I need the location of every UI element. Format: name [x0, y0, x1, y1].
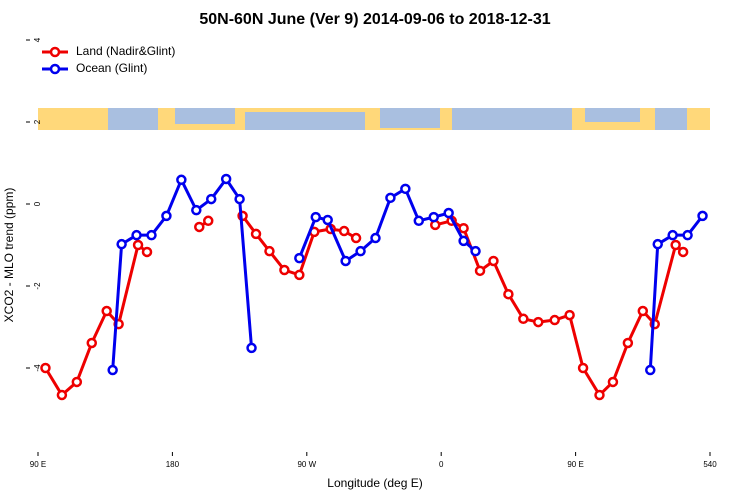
data-point	[670, 239, 681, 251]
data-point	[191, 204, 202, 216]
data-point	[577, 362, 589, 374]
x-tick-label: 90 W	[297, 460, 316, 469]
data-point	[246, 342, 257, 354]
data-point	[607, 376, 619, 388]
legend-marker	[49, 46, 61, 58]
data-point	[294, 269, 305, 281]
legend-label: Ocean (Glint)	[76, 61, 147, 75]
data-point	[71, 376, 83, 388]
map-strip	[38, 108, 710, 130]
data-point	[141, 246, 153, 258]
data-point	[443, 207, 454, 219]
data-point	[503, 288, 514, 300]
data-point	[40, 362, 51, 374]
x-tick-label: 540	[703, 460, 717, 469]
data-point	[176, 174, 187, 186]
series-line	[111, 177, 254, 371]
series-line	[44, 243, 148, 397]
data-point	[413, 215, 425, 227]
data-point	[428, 211, 439, 223]
data-point	[264, 245, 275, 257]
data-point	[338, 225, 350, 237]
data-point	[652, 238, 663, 250]
data-point	[322, 214, 333, 226]
data-point	[234, 193, 245, 205]
data-point	[355, 245, 366, 257]
y-tick-label: -4	[33, 364, 42, 372]
data-point	[470, 245, 481, 257]
data-point	[518, 313, 529, 325]
data-point	[622, 337, 634, 349]
x-tick-label: 90 E	[30, 460, 46, 469]
data-point	[205, 193, 217, 205]
x-tick-label: 90 E	[567, 460, 583, 469]
y-tick-label: -2	[33, 282, 42, 290]
data-point	[400, 183, 411, 195]
data-point	[86, 337, 98, 349]
data-point	[594, 389, 605, 401]
y-tick-label: 4	[33, 37, 42, 42]
data-point	[697, 210, 708, 222]
data-point	[682, 229, 693, 241]
data-point	[533, 316, 544, 328]
data-point	[458, 235, 469, 247]
data-point	[116, 238, 127, 250]
data-point	[564, 309, 575, 321]
y-tick-label: 2	[33, 119, 42, 124]
data-point	[385, 192, 396, 204]
data-point	[488, 255, 499, 267]
chart-title: 50N-60N June (Ver 9) 2014-09-06 to 2018-…	[199, 11, 550, 28]
x-tick-label: 0	[439, 460, 444, 469]
data-point	[101, 305, 112, 317]
data-point	[370, 232, 381, 244]
data-point	[637, 305, 649, 317]
data-point	[279, 264, 290, 276]
data-point	[350, 232, 362, 244]
data-point	[549, 314, 560, 326]
legend-marker	[49, 63, 61, 75]
data-point	[458, 222, 469, 234]
data-point	[56, 389, 68, 401]
legend-label: Land (Nadir&Glint)	[76, 44, 175, 58]
legend: Land (Nadir&Glint) Ocean (Glint)	[42, 44, 175, 75]
data-point	[107, 364, 118, 376]
y-tick-label: 0	[33, 201, 42, 206]
data-point	[645, 364, 656, 376]
data-point	[294, 252, 305, 264]
data-point	[131, 229, 142, 241]
data-point	[310, 211, 322, 223]
x-axis-label: Longitude (deg E)	[327, 476, 422, 490]
data-point	[194, 221, 205, 233]
data-point	[677, 246, 689, 258]
data-point	[667, 229, 678, 241]
data-point	[132, 239, 144, 251]
data-point	[220, 173, 232, 185]
x-tick-label: 180	[166, 460, 180, 469]
data-point	[340, 255, 351, 267]
y-axis-label: XCO2 - MLO trend (ppm)	[2, 188, 16, 323]
data-point	[202, 215, 214, 227]
data-point	[474, 265, 486, 277]
data-point	[250, 228, 262, 240]
data-point	[146, 229, 157, 241]
data-point	[161, 210, 172, 222]
